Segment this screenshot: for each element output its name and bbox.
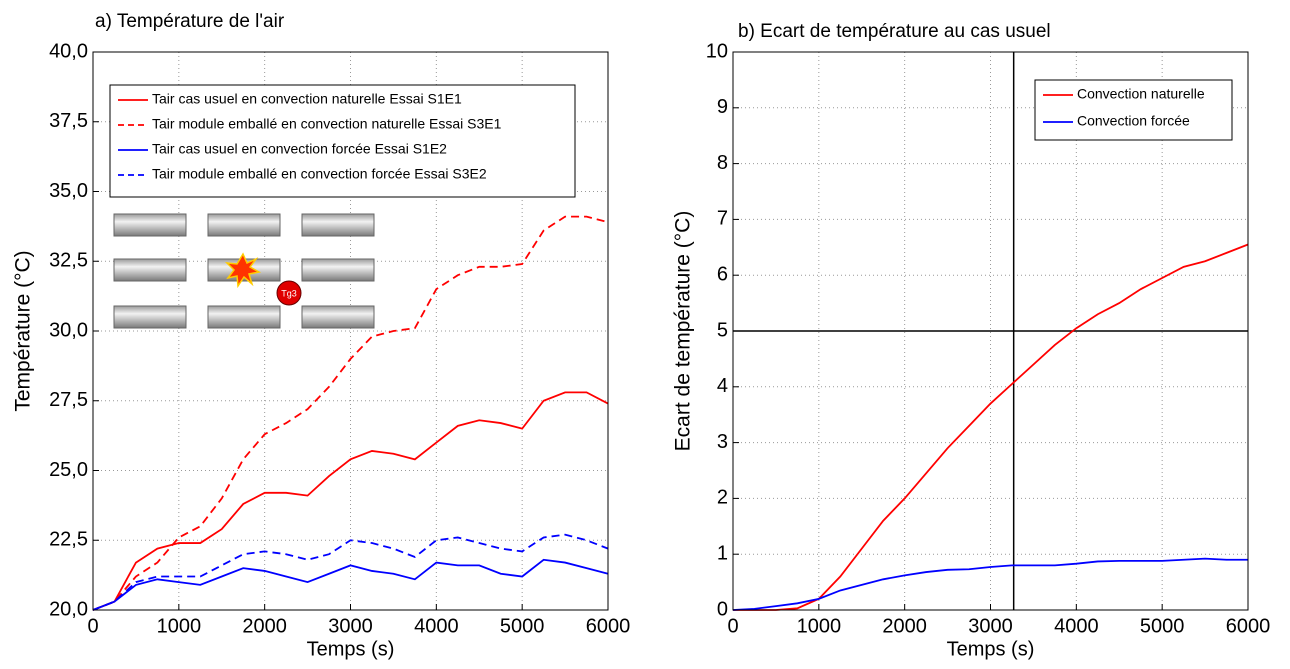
- x-tick-label: 2000: [882, 615, 927, 637]
- data-line: [732, 557, 1248, 611]
- legend-label: Convection naturelle: [1077, 86, 1205, 102]
- y-tick-label: 37,5: [49, 110, 88, 132]
- legend-label: Convection forcée: [1077, 113, 1190, 129]
- y-tick-label: 40,0: [49, 40, 88, 62]
- x-tick-label: 5000: [1140, 615, 1185, 637]
- legend-label: Tair module emballé en convection nature…: [152, 116, 502, 132]
- data-line: [92, 558, 609, 611]
- x-tick-label: 6000: [586, 615, 631, 637]
- y-tick-label: 32,5: [49, 250, 88, 272]
- sensor-marker: [276, 280, 302, 306]
- legend-label: Tair cas usuel en convection naturelle E…: [152, 91, 462, 107]
- chart-title: a) Température de l'air: [95, 11, 285, 32]
- x-tick-label: 6000: [1226, 615, 1271, 637]
- y-tick-label: 30,0: [49, 319, 88, 341]
- cylinder: [207, 305, 281, 329]
- cylinder: [207, 213, 281, 237]
- legend-box: [109, 84, 576, 198]
- y-tick-label: 1: [717, 542, 728, 564]
- y-axis-label: Ecart de température (°C): [672, 211, 695, 452]
- y-tick-label: 9: [717, 96, 728, 118]
- chart-title: b) Ecart de température au cas usuel: [738, 21, 1051, 42]
- cylinder: [113, 213, 187, 237]
- y-tick-label: 0: [717, 598, 728, 620]
- inset-diagram: Tg3: [113, 213, 375, 329]
- x-tick-label: 1000: [797, 615, 842, 637]
- x-axis-label: Temps (s): [307, 638, 395, 660]
- x-tick-label: 0: [727, 615, 738, 637]
- x-tick-label: 5000: [500, 615, 545, 637]
- y-tick-label: 27,5: [49, 389, 88, 411]
- legend-label: Tair cas usuel en convection forcée Essa…: [152, 141, 447, 157]
- y-tick-label: 20,0: [49, 598, 88, 620]
- x-tick-label: 3000: [968, 615, 1013, 637]
- x-tick-label: 4000: [1054, 615, 1099, 637]
- data-line: [92, 215, 609, 611]
- y-tick-label: 6: [717, 263, 728, 285]
- x-axis-label: Temps (s): [947, 638, 1035, 660]
- explosion-icon: [224, 252, 262, 289]
- data-line: [92, 533, 609, 611]
- y-tick-label: 35,0: [49, 180, 88, 202]
- x-tick-label: 2000: [242, 615, 287, 637]
- cylinder: [301, 305, 375, 329]
- y-tick-label: 4: [717, 375, 728, 397]
- y-tick-label: 2: [717, 487, 728, 509]
- sensor-label: Tg3: [281, 288, 297, 298]
- y-tick-label: 7: [717, 208, 728, 230]
- data-line: [92, 391, 609, 611]
- plot-frame: [92, 51, 609, 611]
- y-tick-label: 3: [717, 431, 728, 453]
- x-tick-label: 3000: [328, 615, 373, 637]
- y-tick-label: 25,0: [49, 459, 88, 481]
- x-tick-label: 0: [87, 615, 98, 637]
- legend-box: [1034, 79, 1233, 141]
- cylinder: [301, 258, 375, 282]
- cylinder: [113, 258, 187, 282]
- cylinder: [301, 213, 375, 237]
- y-tick-label: 5: [717, 319, 728, 341]
- y-tick-label: 8: [717, 152, 728, 174]
- legend-label: Tair module emballé en convection forcée…: [152, 166, 487, 182]
- x-tick-label: 1000: [157, 615, 202, 637]
- y-axis-label: Température (°C): [12, 250, 35, 411]
- x-tick-label: 4000: [414, 615, 459, 637]
- y-tick-label: 22,5: [49, 529, 88, 551]
- plot-frame: [732, 51, 1249, 611]
- y-tick-label: 10: [706, 40, 728, 62]
- cylinder: [113, 305, 187, 329]
